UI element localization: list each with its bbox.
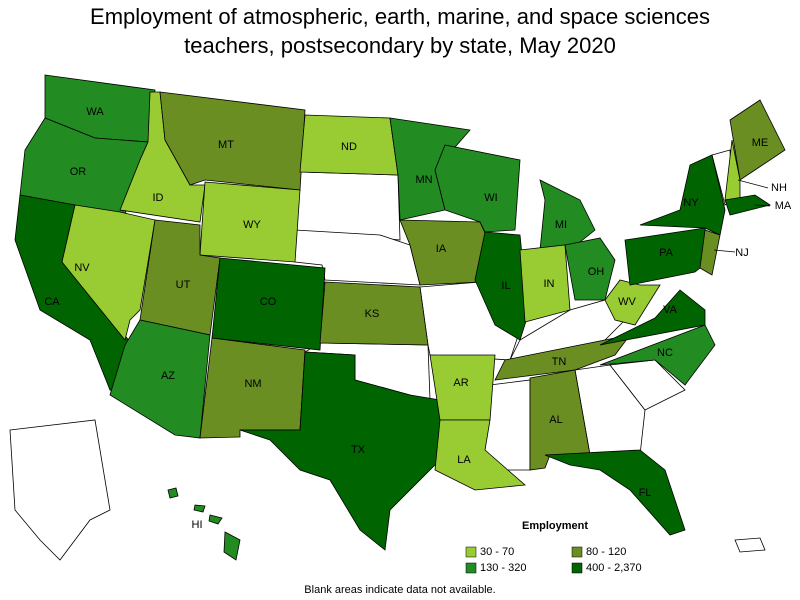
state (604, 279, 661, 326)
state (434, 144, 521, 233)
state-label: TN (552, 356, 567, 368)
state (223, 531, 241, 561)
state-blank (734, 537, 766, 553)
leader-line (737, 179, 769, 189)
state-label: ND (341, 141, 357, 153)
legend-label: 130 - 320 (480, 562, 526, 574)
state (239, 351, 446, 551)
state-label: NJ (735, 247, 748, 259)
legend: Employment 30 - 70 80 - 120 130 - 320 400 - … (465, 520, 642, 574)
state (319, 281, 429, 346)
state-label: HI (192, 519, 203, 531)
state-label: UT (176, 279, 191, 291)
state (211, 257, 326, 351)
footnote: Blank areas indicate data not available. (304, 584, 495, 596)
state-label: PA (659, 247, 674, 259)
leader-line (754, 204, 771, 207)
state-label: WI (484, 192, 497, 204)
blank-states (9, 149, 766, 561)
state (208, 514, 223, 525)
state-label: FL (639, 487, 652, 499)
leader-line (713, 249, 736, 253)
state (599, 289, 706, 346)
state-label: WA (86, 106, 104, 118)
state-label: OR (70, 166, 87, 178)
state (474, 231, 529, 341)
state-label: MT (218, 139, 234, 151)
state-label: WY (243, 219, 261, 231)
state (167, 487, 179, 499)
state (109, 319, 211, 439)
legend-swatch (571, 562, 583, 574)
state-label: OH (588, 266, 605, 278)
legend-label: 80 - 120 (586, 546, 626, 558)
map-title: Employment of atmospheric, earth, marine… (90, 4, 710, 58)
state (544, 449, 686, 536)
state-label: ID (153, 192, 164, 204)
state-label: MI (555, 219, 567, 231)
state-label: VA (663, 304, 678, 316)
state-blank (294, 171, 401, 241)
state-label: KS (365, 308, 380, 320)
legend-label: 400 - 2,370 (586, 562, 642, 574)
state (539, 179, 596, 251)
state-label: NH (771, 182, 787, 194)
state-label: NM (244, 378, 261, 390)
state (639, 154, 726, 236)
state (519, 244, 571, 323)
legend-label: 30 - 70 (480, 546, 514, 558)
state-label: AL (549, 414, 562, 426)
state-label: IA (436, 243, 447, 255)
leader-lines (713, 179, 771, 253)
state-blank (9, 419, 111, 561)
state-label: TX (351, 444, 366, 456)
state (434, 419, 526, 491)
state-label: NY (683, 197, 699, 209)
state-label: CO (260, 296, 277, 308)
state (199, 181, 301, 263)
state (61, 204, 156, 341)
state-blank (294, 229, 421, 286)
state-label: NC (657, 347, 673, 359)
state-label: AR (453, 377, 468, 389)
state (724, 194, 771, 216)
state-label: LA (457, 454, 471, 466)
state-label: NV (74, 262, 90, 274)
state-label: WV (618, 296, 636, 308)
state-label: MN (415, 174, 432, 186)
state-label: AZ (161, 370, 175, 382)
state (564, 237, 616, 301)
state (494, 334, 631, 381)
state-label: IN (544, 278, 555, 290)
state-label: CA (44, 296, 60, 308)
legend-swatch (465, 546, 477, 558)
legend-title: Employment (522, 520, 588, 532)
state (699, 229, 721, 276)
legend-swatch (571, 546, 583, 558)
state (159, 91, 306, 191)
state-label: ME (752, 137, 769, 149)
state-label: MA (775, 200, 792, 212)
data-states: WA OR CA NV ID MT WY UT AZ CO NM TX ND KS MN IA WI IL MI IN… (14, 74, 792, 561)
state (193, 504, 206, 513)
state (599, 324, 716, 386)
legend-swatch (465, 562, 477, 574)
state-label: IL (501, 280, 510, 292)
